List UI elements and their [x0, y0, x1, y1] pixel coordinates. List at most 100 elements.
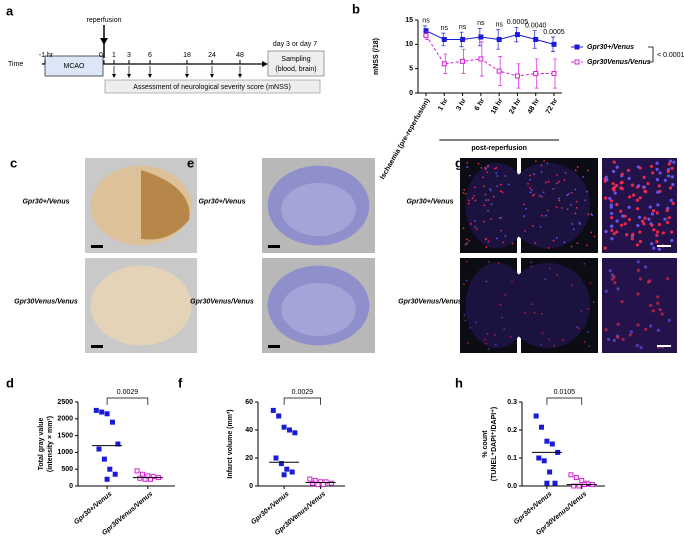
- cell: [609, 203, 613, 207]
- point: [579, 477, 585, 483]
- cell: [621, 214, 625, 218]
- arrow-head: [112, 74, 116, 78]
- cell: [529, 178, 532, 181]
- cell: [466, 166, 469, 168]
- series-line: [425, 35, 554, 77]
- cell: [545, 181, 547, 184]
- event-label: reperfusion: [86, 17, 121, 24]
- cortex: [281, 282, 356, 337]
- cell: [504, 294, 506, 296]
- cell: [524, 230, 527, 232]
- cell: [627, 217, 632, 222]
- cell: [504, 175, 507, 177]
- point: [307, 476, 313, 482]
- cell: [631, 193, 636, 197]
- start-label: -1 hr: [39, 52, 54, 59]
- point: [284, 466, 290, 472]
- cell: [490, 203, 493, 206]
- cell: [658, 171, 662, 175]
- cell: [651, 209, 656, 213]
- cell: [663, 178, 667, 182]
- cell: [616, 335, 620, 339]
- cell: [541, 214, 544, 217]
- point: [544, 438, 550, 444]
- cell: [468, 240, 471, 242]
- cell: [590, 213, 593, 215]
- row-label: Gpr30+/Venus: [198, 198, 245, 205]
- cell: [592, 301, 595, 304]
- cell: [563, 179, 566, 182]
- cell: [474, 199, 477, 202]
- p-label: 0.0105: [554, 389, 576, 396]
- cell: [627, 205, 631, 210]
- cell: [543, 160, 546, 162]
- cell: [663, 217, 667, 221]
- y-tick-label: 500: [61, 466, 73, 473]
- cell: [615, 165, 619, 169]
- cell: [609, 199, 613, 203]
- cell: [552, 187, 555, 190]
- tick-label: 48: [236, 52, 244, 59]
- cell: [656, 203, 660, 207]
- cell: [670, 230, 674, 234]
- y-tick-label: 0.3: [507, 399, 517, 406]
- cell: [620, 299, 624, 304]
- cell: [587, 213, 590, 216]
- cell: [501, 191, 504, 194]
- cell: [636, 292, 640, 296]
- cell: [649, 303, 653, 308]
- cell: [489, 188, 491, 190]
- cell: [643, 189, 647, 193]
- cell: [483, 204, 486, 207]
- cell: [672, 160, 676, 164]
- cell: [655, 177, 660, 182]
- cell: [612, 338, 616, 343]
- cell: [613, 185, 617, 190]
- cell: [466, 238, 468, 241]
- scale-bar: [91, 345, 103, 348]
- arrow-head: [148, 74, 152, 78]
- cell: [463, 314, 466, 317]
- cell: [630, 237, 634, 241]
- cell: [548, 267, 551, 270]
- cell: [523, 203, 525, 206]
- cell: [650, 223, 654, 227]
- cell: [670, 175, 674, 179]
- cell: [648, 205, 652, 209]
- cell: [570, 191, 573, 194]
- point: [576, 483, 582, 489]
- cell: [499, 183, 502, 186]
- cell: [669, 198, 673, 202]
- mcao-box: [44, 55, 104, 77]
- point: [287, 427, 292, 433]
- cell: [583, 262, 586, 265]
- cell: [649, 164, 654, 168]
- cell: [483, 185, 485, 188]
- cell: [661, 231, 665, 235]
- cell: [489, 189, 492, 192]
- point: [549, 441, 555, 447]
- cell: [582, 175, 584, 178]
- cell: [523, 215, 526, 218]
- cell: [574, 169, 577, 172]
- x-tick-label: 72 hr: [545, 97, 560, 115]
- tick-label: 6: [148, 52, 152, 59]
- cell: [611, 169, 616, 174]
- cell: [498, 216, 501, 219]
- cell: [464, 192, 467, 195]
- cell: [666, 169, 670, 174]
- point: [273, 455, 279, 461]
- cell: [496, 185, 499, 187]
- cell: [644, 327, 648, 331]
- cell: [616, 322, 620, 326]
- cell: [638, 230, 642, 234]
- time-arrow: [262, 61, 268, 67]
- cell: [571, 284, 574, 287]
- series-line: [425, 30, 555, 45]
- cell: [570, 245, 573, 248]
- assessment-label: Assessment of neurological severity scor…: [133, 84, 291, 91]
- point: [441, 61, 447, 67]
- point: [281, 424, 287, 430]
- point: [551, 41, 557, 47]
- cell: [530, 303, 533, 306]
